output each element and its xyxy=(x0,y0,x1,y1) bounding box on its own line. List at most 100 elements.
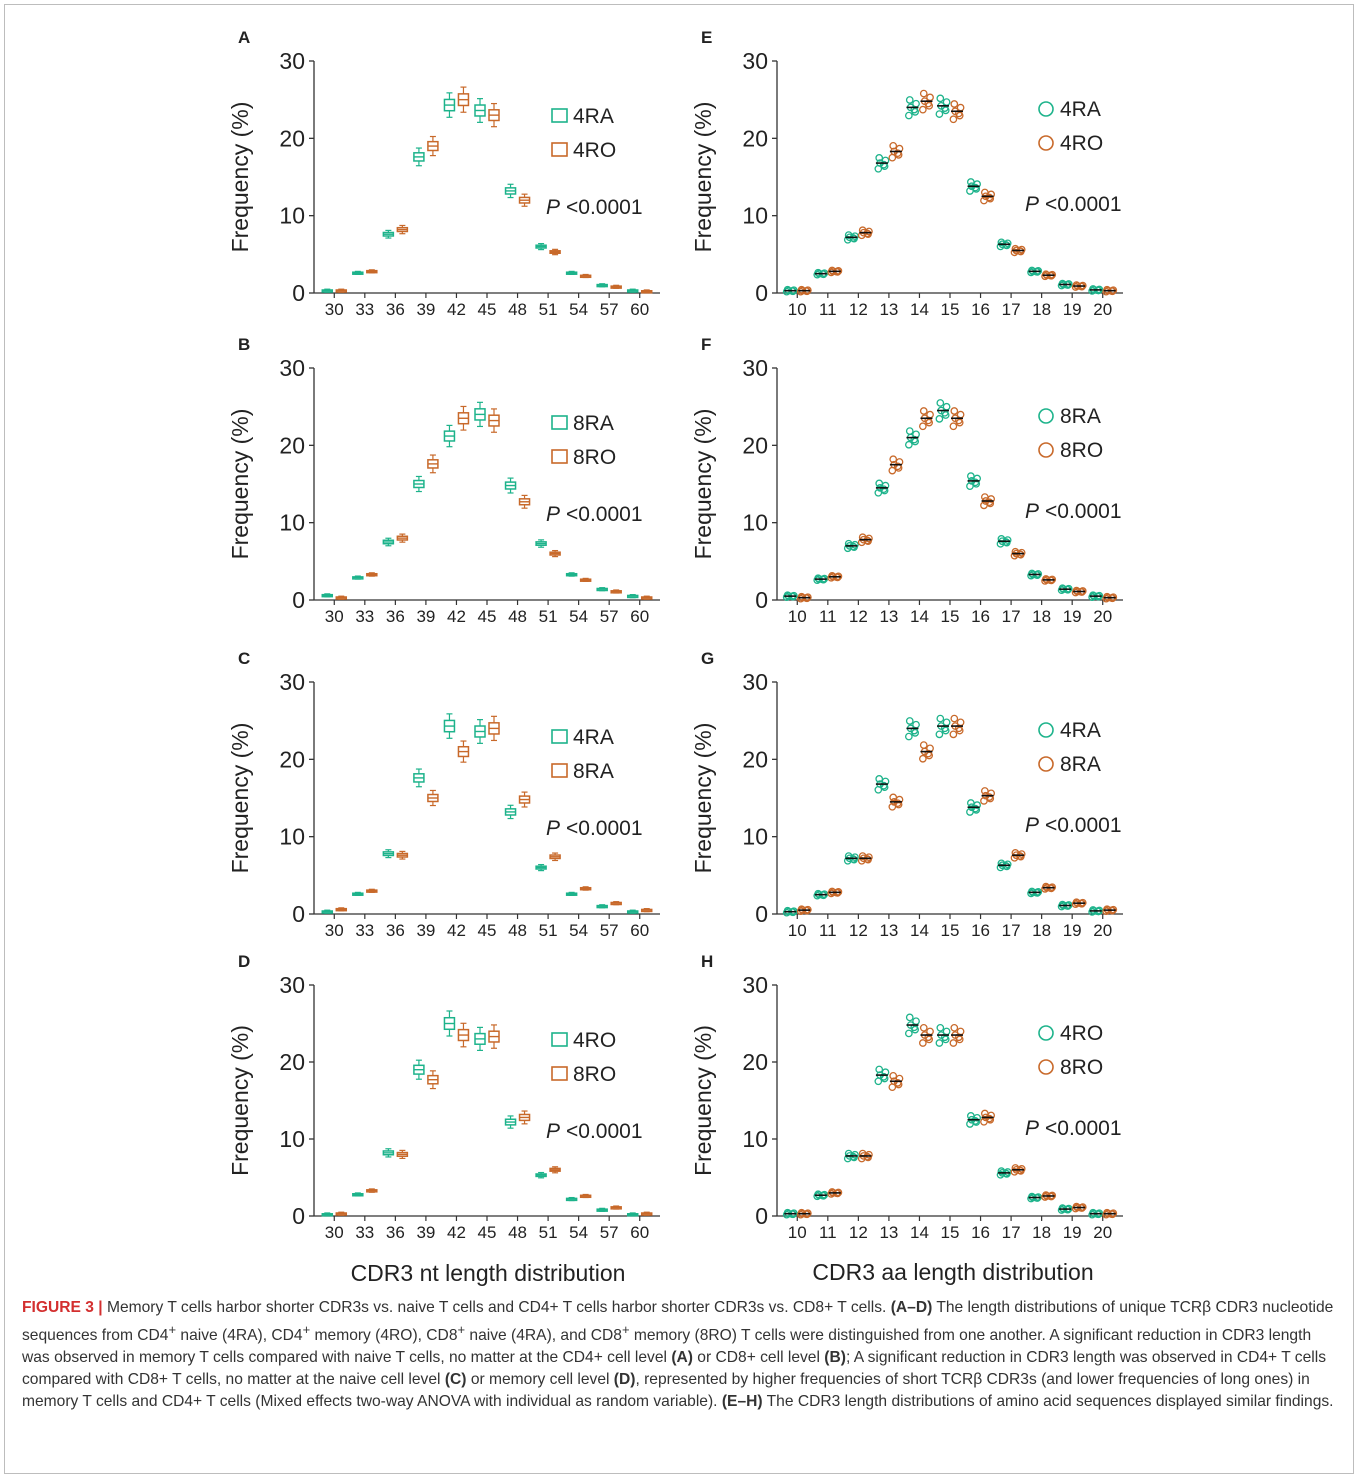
data-point xyxy=(906,112,912,118)
data-point xyxy=(936,111,942,117)
x-tick-label: 16 xyxy=(971,607,990,626)
legend-label: 4RA xyxy=(573,726,614,749)
x-tick-label: 42 xyxy=(447,1223,466,1242)
data-point xyxy=(907,428,913,434)
legend-swatch xyxy=(1039,723,1053,737)
data-point xyxy=(951,715,957,721)
x-tick-label: 60 xyxy=(630,300,649,319)
p-value: <0.0001 xyxy=(566,196,643,219)
x-axis-title-aa: CDR3 aa length distribution xyxy=(778,1259,1128,1286)
data-point xyxy=(921,742,927,748)
data-point xyxy=(937,400,943,406)
legend-swatch xyxy=(552,450,567,463)
data-point xyxy=(951,101,957,107)
legend-swatch xyxy=(1039,757,1053,771)
panel-B: B Frequency (%) 0 10 20 30 30 33 36 39 42 45 48 51 54 5… xyxy=(227,335,660,626)
x-tick-label: 14 xyxy=(910,607,929,626)
x-tick-label: 10 xyxy=(788,1223,807,1242)
x-tick-label: 42 xyxy=(447,607,466,626)
legend-label: 8RO xyxy=(1060,439,1103,462)
x-tick-label: 13 xyxy=(879,1223,898,1242)
x-tick-label: 45 xyxy=(478,1223,497,1242)
p-value-annotation: P <0.0001 xyxy=(1025,814,1122,837)
x-tick-label: 10 xyxy=(788,300,807,319)
y-axis-title: Frequency (%) xyxy=(690,409,716,560)
x-tick-label: 45 xyxy=(478,300,497,319)
y-tick-label: 0 xyxy=(755,587,768,613)
y-tick-label: 10 xyxy=(279,203,305,229)
x-tick-label: 17 xyxy=(1002,921,1021,940)
x-tick-label: 51 xyxy=(539,921,558,940)
y-tick-label: 30 xyxy=(742,48,768,74)
legend-label: 8RA xyxy=(573,412,614,435)
x-tick-label: 17 xyxy=(1002,1223,1021,1242)
data-point xyxy=(937,1025,943,1031)
legend-label: 8RO xyxy=(573,1063,616,1086)
legend-label: 8RO xyxy=(1060,1056,1103,1079)
panel-F: F Frequency (%) 0 10 20 30 10 11 12 13 14 15 16 17 18 1… xyxy=(690,335,1123,626)
x-tick-label: 16 xyxy=(971,300,990,319)
caption-text: (D) xyxy=(614,1371,636,1388)
panel-letter-H: H xyxy=(701,952,713,971)
legend-swatch xyxy=(1039,102,1053,116)
x-tick-label: 54 xyxy=(569,921,588,940)
legend-swatch xyxy=(552,730,567,743)
x-tick-label: 11 xyxy=(819,607,837,626)
data-point xyxy=(951,408,957,414)
p-symbol: P xyxy=(1025,814,1039,837)
y-tick-label: 10 xyxy=(279,510,305,536)
panel-letter-A: A xyxy=(238,28,250,47)
x-tick-label: 30 xyxy=(325,607,344,626)
data-point xyxy=(906,733,912,739)
data-point xyxy=(906,442,912,448)
data-point xyxy=(906,1030,912,1036)
x-tick-label: 11 xyxy=(819,1223,837,1242)
x-tick-label: 51 xyxy=(539,1223,558,1242)
data-point xyxy=(921,90,927,96)
legend-swatch xyxy=(1039,1060,1053,1074)
data-point xyxy=(950,1040,956,1046)
x-tick-label: 12 xyxy=(849,300,868,319)
y-tick-label: 0 xyxy=(292,280,305,306)
y-tick-label: 0 xyxy=(292,1203,305,1229)
x-tick-label: 57 xyxy=(600,921,619,940)
x-tick-label: 12 xyxy=(849,921,868,940)
x-tick-label: 45 xyxy=(478,921,497,940)
x-tick-label: 39 xyxy=(416,1223,435,1242)
x-tick-label: 36 xyxy=(386,607,405,626)
legend-label: 4RO xyxy=(573,1029,616,1052)
y-tick-label: 30 xyxy=(279,355,305,381)
y-axis-title: Frequency (%) xyxy=(690,723,716,874)
p-value-annotation: P <0.0001 xyxy=(546,196,643,219)
y-tick-label: 20 xyxy=(742,125,768,151)
p-value-annotation: P <0.0001 xyxy=(546,1120,643,1143)
data-point xyxy=(937,715,943,721)
data-point xyxy=(936,1040,942,1046)
y-tick-label: 0 xyxy=(292,587,305,613)
x-axis-title-nt: CDR3 nt length distribution xyxy=(318,1260,658,1287)
caption-text: (B) xyxy=(824,1349,846,1366)
y-tick-label: 30 xyxy=(742,355,768,381)
legend-swatch xyxy=(552,1033,567,1046)
x-tick-label: 33 xyxy=(355,607,374,626)
y-tick-label: 10 xyxy=(742,1126,768,1152)
y-tick-label: 20 xyxy=(279,746,305,772)
data-point xyxy=(875,1078,881,1084)
x-tick-label: 16 xyxy=(971,921,990,940)
data-point xyxy=(968,800,974,806)
caption-text: (E–H) xyxy=(722,1393,763,1410)
y-tick-label: 20 xyxy=(742,1049,768,1075)
data-point xyxy=(907,97,913,103)
y-tick-label: 0 xyxy=(755,901,768,927)
legend-swatch xyxy=(1039,443,1053,457)
x-tick-label: 48 xyxy=(508,921,527,940)
p-value-annotation: P <0.0001 xyxy=(546,817,643,840)
x-tick-label: 17 xyxy=(1002,300,1021,319)
panel-letter-F: F xyxy=(701,335,711,354)
data-point xyxy=(920,756,926,762)
legend-label: 4RO xyxy=(1060,1022,1103,1045)
legend-swatch xyxy=(552,143,567,156)
legend-label: 4RA xyxy=(1060,98,1101,121)
x-tick-label: 57 xyxy=(600,607,619,626)
panel-D: DFrequency (%)010203030 33 36 39 42 45 48 51 54 5… xyxy=(227,952,660,1242)
